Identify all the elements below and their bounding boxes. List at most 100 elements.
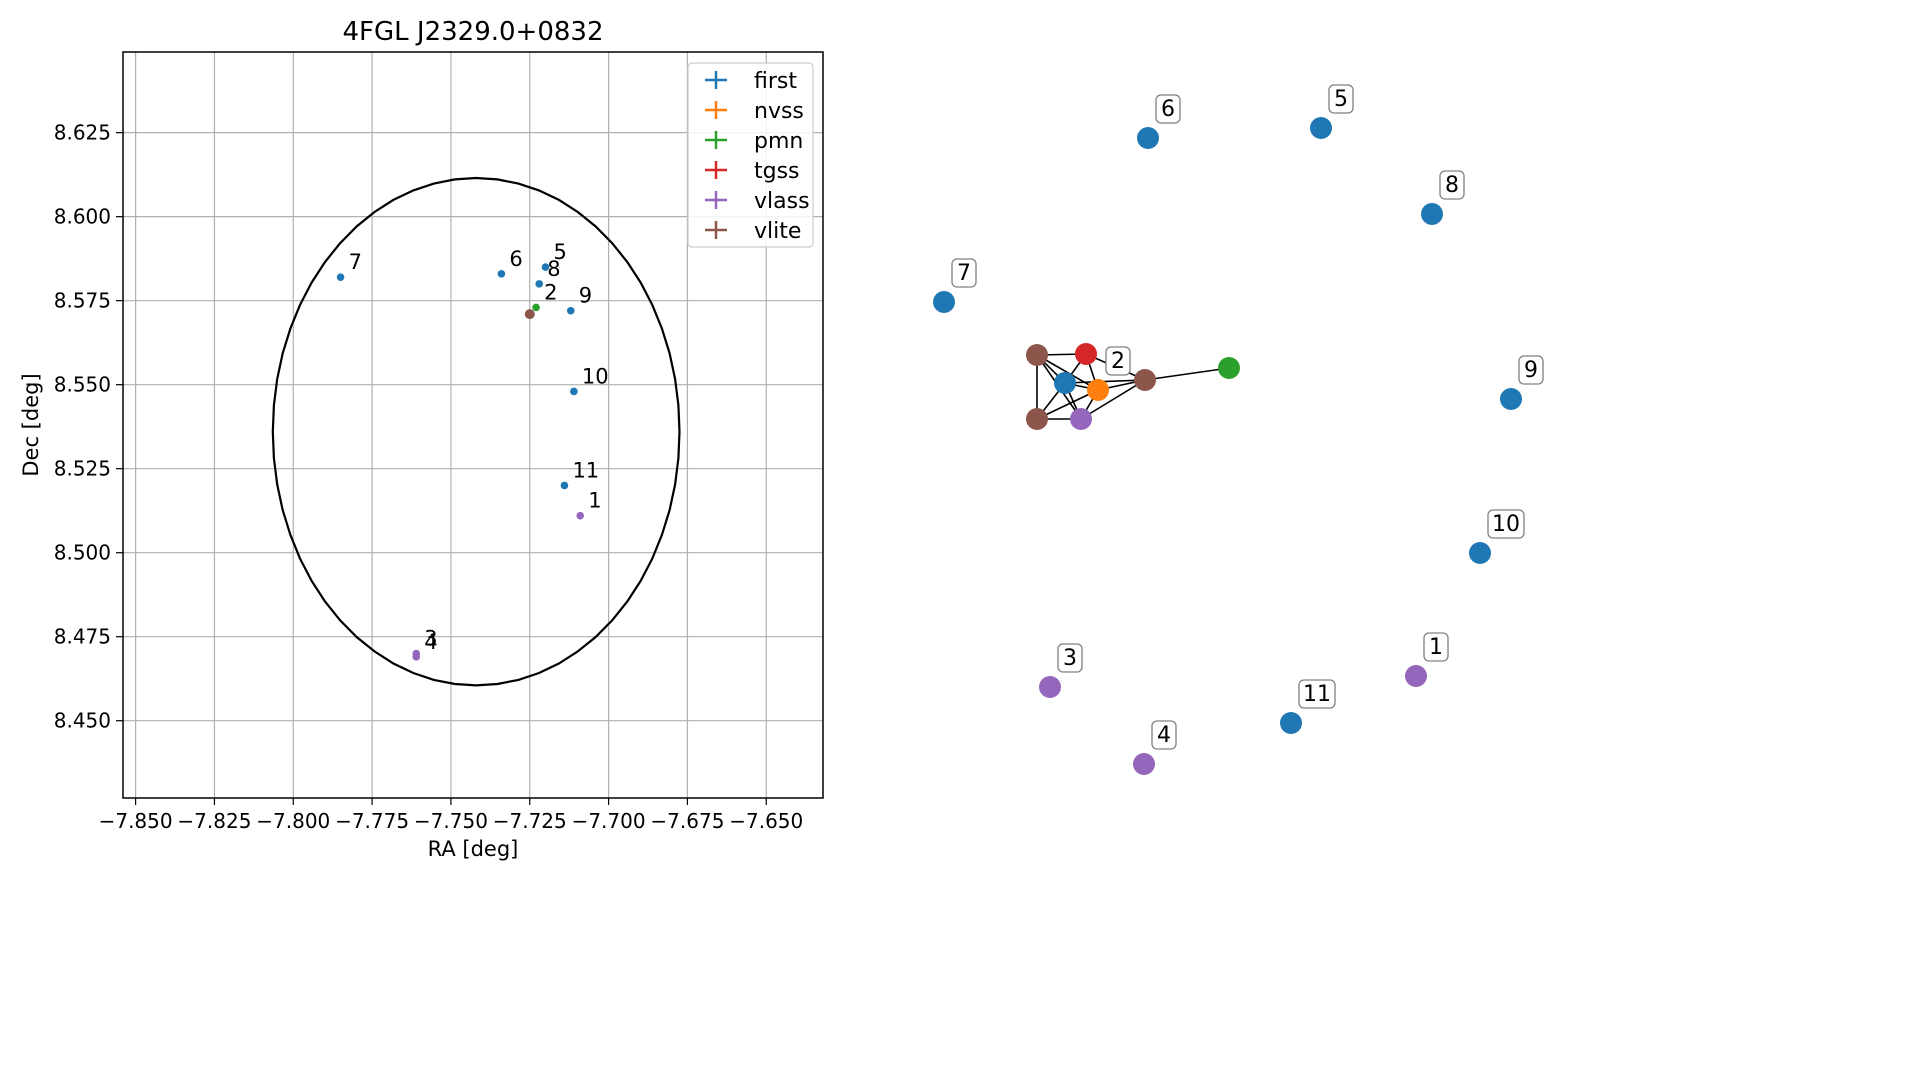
node-label-box	[1105, 346, 1131, 376]
legend-entry-vlite: vlite	[754, 219, 801, 244]
network-node	[1218, 357, 1240, 379]
y-tick-label: 8.450	[54, 709, 111, 733]
node-label: 9	[1524, 358, 1538, 383]
network-node	[1133, 753, 1155, 775]
x-tick-label: −7.800	[256, 809, 330, 833]
node-label: 10	[1492, 512, 1520, 537]
network-node	[1039, 676, 1061, 698]
node-label: 7	[957, 261, 971, 286]
node-label-box	[1518, 355, 1544, 385]
y-tick-label: 8.500	[54, 541, 111, 565]
network-node	[1405, 665, 1427, 687]
network-node	[1280, 712, 1302, 734]
legend-entry-vlass: vlass	[754, 189, 810, 214]
point-vlass	[576, 511, 585, 520]
legend-entry-nvss: nvss	[754, 99, 804, 124]
point-first	[336, 273, 345, 281]
network-node	[1310, 117, 1332, 139]
point-label: 6	[509, 247, 522, 271]
localization-ellipse	[271, 176, 681, 687]
node-label-box	[1439, 170, 1465, 200]
x-tick-label: −7.675	[650, 809, 724, 833]
chart-title: 4FGL J2329.0+0832	[343, 17, 604, 47]
point-label: 8	[547, 257, 560, 281]
point-label: 10	[582, 364, 609, 388]
network-node	[1500, 388, 1522, 410]
point-label: 2	[544, 280, 557, 304]
legend-entry-pmn: pmn	[754, 129, 803, 154]
point-label: 7	[349, 250, 362, 274]
point-label: 1	[588, 489, 601, 513]
point-first	[497, 269, 506, 278]
point-first	[541, 263, 550, 271]
network-node	[1087, 379, 1109, 401]
node-label-box	[1328, 84, 1354, 114]
scatter-panel: 4FGL J2329.0+0832 −7.850 −7.825 −7.800 −7.7…	[19, 17, 824, 861]
x-tick-label: −7.775	[335, 809, 409, 833]
network-node	[1469, 542, 1491, 564]
point-first	[535, 280, 544, 288]
network-node	[1026, 408, 1048, 430]
plot-frame	[122, 51, 824, 799]
x-axis-label: RA [deg]	[428, 837, 519, 861]
network-node	[1026, 344, 1048, 366]
network-edge	[1080, 379, 1146, 420]
network-node	[1134, 369, 1156, 391]
network-node	[1070, 408, 1092, 430]
node-label: 8	[1445, 173, 1459, 198]
point-label: 3	[424, 627, 437, 651]
legend-entry-first: first	[754, 69, 797, 94]
y-tick-label: 8.625	[54, 121, 111, 145]
x-tick-label: −7.850	[99, 809, 173, 833]
grid-lines	[123, 52, 823, 798]
point-first	[566, 306, 575, 315]
node-label: 6	[1161, 97, 1175, 122]
x-axis-ticks: −7.850 −7.825 −7.800 −7.775 −7.750 −7.725 −7.7…	[99, 798, 803, 833]
y-tick-label: 8.550	[54, 373, 111, 397]
node-label: 3	[1063, 646, 1077, 671]
legend-entry-tgss: tgss	[754, 159, 800, 184]
network-nodes: 2 6 5 8 7 9 10 1 3 11 4	[933, 84, 1544, 775]
y-tick-label: 8.475	[54, 625, 111, 649]
x-tick-label: −7.750	[414, 809, 488, 833]
point-vlass	[412, 653, 421, 661]
network-edge	[1064, 379, 1146, 384]
node-label: 2	[1111, 349, 1125, 374]
x-tick-label: −7.650	[729, 809, 803, 833]
legend: first nvss pmn tgss vlass vlite	[687, 62, 814, 248]
y-tick-label: 8.575	[54, 289, 111, 313]
x-tick-label: −7.825	[177, 809, 251, 833]
point-pmn	[532, 303, 540, 312]
node-label: 4	[1157, 723, 1171, 748]
point-label: 9	[579, 284, 592, 308]
node-label-box	[1487, 509, 1525, 539]
y-tick-label: 8.600	[54, 205, 111, 229]
node-label-box	[1155, 94, 1181, 124]
network-edge	[1036, 389, 1099, 420]
network-panel: 2 6 5 8 7 9 10 1 3 11 4	[933, 84, 1544, 775]
node-label: 11	[1303, 682, 1331, 707]
node-label: 1	[1429, 635, 1443, 660]
network-node	[933, 291, 955, 313]
point-vlite	[524, 309, 535, 320]
point-first	[570, 387, 578, 396]
node-label-box	[1057, 643, 1083, 673]
node-label: 5	[1334, 87, 1348, 112]
node-label-box	[1423, 632, 1449, 662]
point-first	[560, 481, 569, 490]
y-axis-ticks: 8.450 8.475 8.500 8.525 8.550 8.575 8.600 8.625	[54, 121, 123, 733]
point-label: 4	[424, 630, 437, 654]
x-tick-label: −7.700	[572, 809, 646, 833]
network-node	[1075, 343, 1097, 365]
network-edge	[1144, 367, 1230, 381]
node-label-box	[1298, 679, 1336, 709]
y-tick-label: 8.525	[54, 457, 111, 481]
network-node	[1421, 203, 1443, 225]
point-label: 11	[572, 458, 599, 482]
network-node	[1054, 372, 1076, 394]
data-points: 7 6 589 10 11 2 1 34	[336, 240, 609, 661]
point-label: 5	[554, 240, 567, 264]
node-label-box	[951, 258, 977, 288]
network-node	[1137, 127, 1159, 149]
